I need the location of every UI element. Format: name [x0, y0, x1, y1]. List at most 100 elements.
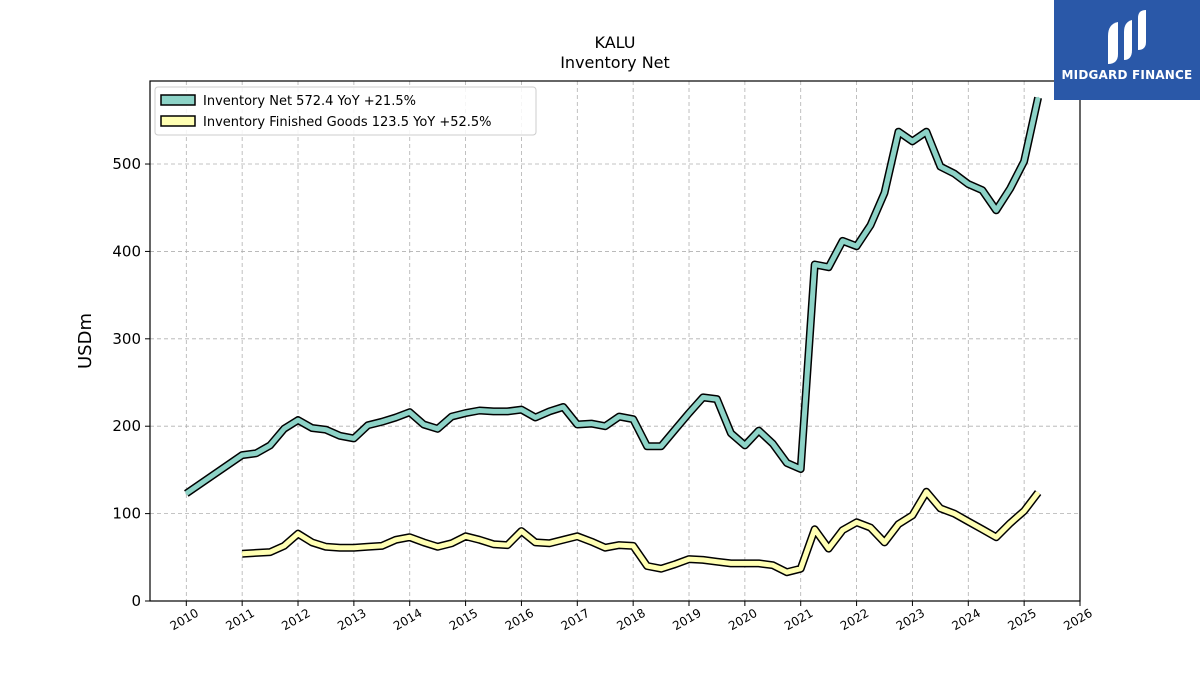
legend-label: Inventory Finished Goods 123.5 YoY +52.5…: [203, 115, 492, 130]
data-point: [883, 541, 886, 544]
data-point: [646, 445, 648, 448]
data-point: [576, 423, 579, 426]
x-tick-label: 2019: [670, 606, 703, 633]
data-point: [325, 428, 327, 431]
data-point: [1023, 160, 1025, 163]
data-point: [702, 396, 704, 399]
x-tick-label: 2013: [335, 606, 368, 633]
data-point: [757, 429, 760, 432]
data-point: [255, 452, 257, 455]
data-point: [939, 165, 942, 168]
data-point: [757, 562, 760, 565]
data-point: [995, 209, 998, 212]
y-tick-label: 500: [112, 155, 141, 173]
data-point: [618, 544, 621, 546]
x-tick-label: 2017: [559, 606, 592, 633]
data-point: [450, 542, 453, 545]
data-point: [604, 546, 607, 549]
data-point: [967, 520, 970, 523]
legend-swatch: [160, 94, 196, 106]
data-point: [953, 512, 956, 515]
data-point: [995, 536, 998, 539]
data-point: [576, 535, 579, 538]
data-point: [618, 415, 621, 418]
data-point: [799, 567, 802, 570]
y-tick-label: 100: [112, 505, 141, 523]
data-point: [548, 542, 551, 545]
series-1: [184, 96, 1043, 497]
data-point: [436, 427, 439, 430]
data-point: [688, 558, 690, 560]
data-point: [478, 409, 481, 412]
data-point: [841, 529, 844, 532]
chart-title: KALU: [595, 33, 636, 52]
data-point: [590, 422, 593, 425]
data-point: [981, 528, 984, 531]
data-point: [855, 521, 858, 524]
data-point: [632, 545, 635, 547]
data-point: [464, 412, 467, 414]
data-point: [813, 263, 816, 266]
data-point: [366, 545, 369, 548]
chart-subtitle: Inventory Net: [560, 53, 670, 72]
data-point: [841, 240, 844, 242]
data-point: [1037, 491, 1039, 494]
data-point: [813, 528, 816, 531]
x-tick-label: 2025: [1005, 606, 1038, 633]
data-point: [492, 543, 495, 546]
data-point: [562, 538, 565, 541]
x-tick-label: 2024: [950, 606, 983, 633]
series-layer: [184, 96, 1043, 577]
data-point: [744, 444, 746, 447]
x-tick-label: 2015: [447, 606, 480, 633]
data-point: [506, 410, 509, 413]
data-point: [436, 545, 439, 548]
data-point: [311, 427, 313, 429]
data-point: [353, 546, 355, 549]
data-point: [827, 266, 830, 269]
x-tick-label: 2020: [726, 606, 759, 633]
data-point: [785, 571, 788, 574]
legend-frame: [154, 86, 537, 136]
data-point: [478, 538, 481, 541]
x-tick-label: 2022: [838, 606, 871, 633]
data-point: [771, 442, 774, 445]
data-point: [925, 490, 928, 493]
x-tick-label: 2018: [614, 606, 647, 633]
data-point: [492, 410, 495, 413]
data-point: [771, 564, 774, 567]
data-point: [730, 432, 732, 435]
axis-ticks: 2010 2011 2012 2013 2014 2015 2016 2017 2018 2019…: [112, 155, 1094, 633]
data-point: [855, 245, 858, 248]
data-point: [1023, 510, 1025, 512]
data-point: [897, 523, 900, 525]
x-tick-label: 2014: [391, 606, 424, 633]
data-point: [241, 454, 244, 456]
series-1-line: [184, 97, 1041, 496]
data-point: [883, 192, 886, 194]
series-2: [241, 487, 1042, 577]
data-point: [339, 434, 341, 437]
data-point: [283, 545, 285, 547]
data-point: [562, 406, 565, 408]
data-point: [981, 189, 984, 192]
data-point: [269, 444, 271, 447]
data-point: [422, 423, 425, 426]
legend: Inventory Net 572.4 YoY +21.5% Inventory …: [154, 86, 537, 136]
data-point: [325, 545, 327, 548]
brand-logo: MIDGARD FINANCE: [1054, 0, 1200, 100]
y-tick-label: 300: [112, 330, 141, 348]
data-point: [255, 552, 257, 554]
data-point: [1009, 522, 1012, 525]
data-point: [241, 552, 244, 555]
data-point: [785, 462, 788, 464]
data-point: [911, 140, 914, 143]
data-point: [1009, 187, 1012, 190]
data-point: [660, 567, 662, 570]
data-point: [660, 445, 662, 448]
data-point: [799, 468, 802, 470]
data-point: [339, 546, 341, 549]
series-2-line: [242, 489, 1041, 575]
data-point: [716, 398, 718, 400]
